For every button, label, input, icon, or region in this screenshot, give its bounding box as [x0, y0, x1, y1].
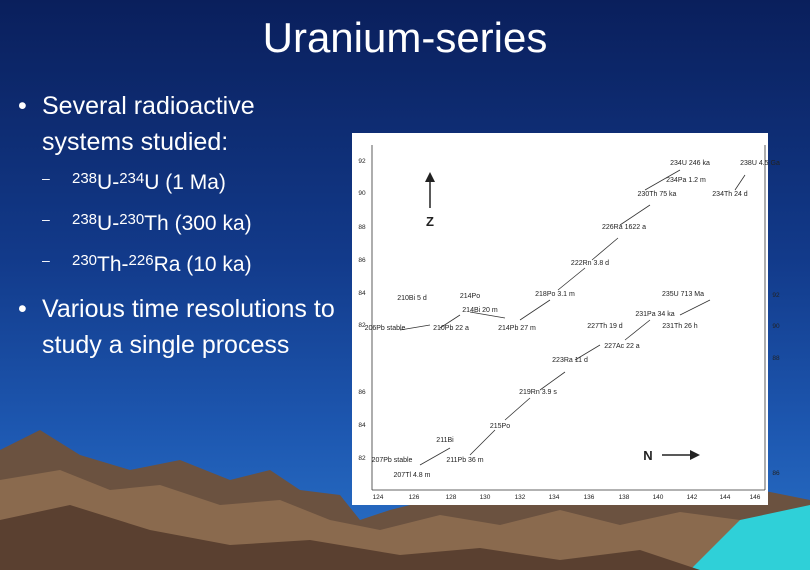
superscript: 230	[119, 211, 145, 228]
mountains-front	[0, 505, 700, 570]
symbol: Th-	[97, 253, 129, 276]
right-tick-label: 88	[772, 355, 780, 362]
sub-bullet: 230Th-226Ra (10 ka)	[16, 242, 346, 283]
nuclide-label: 223Ra 11 d	[552, 357, 588, 364]
n-arrowhead	[690, 450, 700, 460]
nuclide-label: 234Pa 1.2 m	[666, 177, 706, 184]
x-tick-label: 124	[373, 494, 384, 501]
z-label: Z	[426, 214, 434, 229]
x-tick-label: 140	[653, 494, 664, 501]
x-tick-label: 136	[584, 494, 595, 501]
right-tick-label: 90	[772, 323, 780, 330]
nuclide-label: 218Po 3.1 m	[535, 291, 575, 298]
nuclide-label: 214Po	[460, 293, 480, 300]
nuclide-label: 234U 246 ka	[670, 160, 710, 167]
x-tick-label: 134	[549, 494, 560, 501]
left-tick-label: 82	[358, 322, 366, 329]
left-tick-label: 86	[358, 389, 366, 396]
symbol: Th (300 ka)	[144, 212, 252, 235]
sub-bullet: 238U-234U (1 Ma)	[16, 160, 346, 201]
nuclide-label: 226Ra 1622 a	[602, 224, 646, 231]
x-tick-label: 132	[515, 494, 526, 501]
nuclide-label: 235U 713 Ma	[662, 291, 704, 298]
nuclide-label: 231Pa 34 ka	[635, 311, 674, 318]
symbol: Ra (10 ka)	[153, 253, 252, 276]
nuclide-label: 214Bi 20 m	[462, 307, 498, 314]
bullet: Various time resolutions to study a sing…	[16, 291, 346, 363]
left-tick-label: 92	[358, 158, 366, 165]
x-tick-label: 144	[720, 494, 731, 501]
right-tick-label: 92	[772, 292, 780, 299]
nuclide-label: 227Ac 22 a	[604, 343, 640, 350]
right-tick-label: 86	[772, 470, 780, 477]
water	[690, 505, 810, 570]
nuclide-label: 207Pb stable	[372, 457, 413, 464]
z-arrowhead	[425, 172, 435, 182]
superscript: 238	[72, 170, 98, 187]
n-label: N	[643, 448, 652, 463]
bullet-group: Several radioactive systems studied:238U…	[16, 88, 346, 283]
left-tick-label: 82	[358, 455, 366, 462]
left-tick-label: 86	[358, 257, 366, 264]
nuclide-label: 206Pb stable	[365, 325, 406, 332]
nuclide-label: 231Th 26 h	[662, 323, 698, 330]
nuclide-label: 211Pb 36 m	[446, 457, 483, 464]
superscript: 238	[72, 211, 98, 228]
slide-title: Uranium-series	[262, 14, 548, 61]
x-tick-label: 146	[750, 494, 761, 501]
bullet-list: Several radioactive systems studied:238U…	[16, 88, 346, 371]
nuclide-label: 210Pb 22 a	[433, 325, 469, 332]
nuclide-label: 227Th 19 d	[587, 323, 623, 330]
figure-panel	[352, 133, 768, 505]
left-tick-label: 90	[358, 190, 366, 197]
bullet: Several radioactive systems studied:	[16, 88, 346, 160]
nuclide-label: 207Tl 4.8 m	[394, 472, 431, 479]
symbol: U-	[97, 212, 120, 235]
nuclide-label: 215Po	[490, 423, 510, 430]
nuclide-label: 234Th 24 d	[712, 191, 748, 198]
left-tick-label: 84	[358, 290, 366, 297]
superscript: 234	[119, 170, 145, 187]
nuclide-label: 219Rn 3.9 s	[519, 389, 557, 396]
x-tick-label: 138	[619, 494, 630, 501]
x-tick-label: 142	[687, 494, 698, 501]
nuclide-label: 214Pb 27 m	[498, 325, 536, 332]
x-tick-label: 130	[480, 494, 491, 501]
nuclide-label: 211Bi	[436, 437, 454, 444]
bullet-group: Various time resolutions to study a sing…	[16, 291, 346, 363]
nuclide-label: 238U 4.5 Ga	[740, 160, 780, 167]
nuclide-label: 222Rn 3.8 d	[571, 260, 609, 267]
x-tick-label: 126	[409, 494, 420, 501]
nuclide-label: 230Th 75 ka	[638, 191, 677, 198]
x-tick-label: 128	[446, 494, 457, 501]
left-tick-label: 84	[358, 422, 366, 429]
nuclide-label: 210Bi 5 d	[397, 295, 427, 302]
decay-arrows	[399, 169, 746, 466]
superscript: 226	[128, 252, 154, 269]
sub-bullet: 238U-230Th (300 ka)	[16, 201, 346, 242]
superscript: 230	[72, 252, 98, 269]
symbol: U-	[97, 171, 120, 194]
left-tick-label: 88	[358, 224, 366, 231]
symbol: U (1 Ma)	[144, 171, 226, 194]
